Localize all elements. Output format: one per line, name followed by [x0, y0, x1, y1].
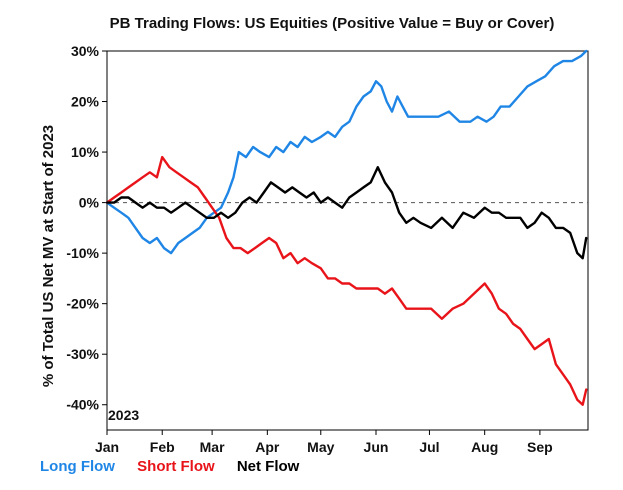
year-label: 2023 [108, 407, 139, 423]
long-flow-line [105, 49, 588, 255]
y-tick-label: 0% [79, 195, 100, 211]
short-flow-line [105, 155, 588, 406]
legend-long-flow: Long Flow [40, 458, 115, 475]
x-tick-label: Jan [95, 439, 119, 455]
x-tick-label: Aug [471, 439, 498, 455]
y-tick-label: -20% [66, 296, 99, 312]
y-tick-label: 20% [71, 94, 100, 110]
legend-short-flow: Short Flow [137, 458, 215, 475]
plot-area: 30% 20% 10% 0% -10% -20% -30% -40% Jan Feb Mar Apr M… [66, 43, 589, 455]
x-tick-label: Sep [527, 439, 553, 455]
chart-title: PB Trading Flows: US Equities (Positive … [110, 15, 555, 32]
x-tick-label: Mar [200, 439, 225, 455]
y-axis-label: % of Total US Net MV at Start of 2023 [40, 125, 57, 387]
y-tick-label: -30% [66, 346, 99, 362]
x-tick-label: Apr [255, 439, 280, 455]
net-flow-line [105, 165, 588, 260]
x-tick-label: Feb [150, 439, 175, 455]
y-tick-label: -40% [66, 397, 99, 413]
legend-net-flow: Net Flow [236, 458, 300, 475]
plot-frame [106, 50, 589, 431]
y-tick-label: -10% [66, 245, 99, 261]
y-tick-label: 30% [71, 43, 100, 59]
x-tick-label: Jun [364, 439, 389, 455]
legend: Long Flow Short Flow Net Flow [40, 458, 317, 475]
y-tick-label: 10% [71, 144, 100, 160]
x-tick-label: Jul [419, 439, 439, 455]
x-tick-label: May [307, 439, 334, 455]
